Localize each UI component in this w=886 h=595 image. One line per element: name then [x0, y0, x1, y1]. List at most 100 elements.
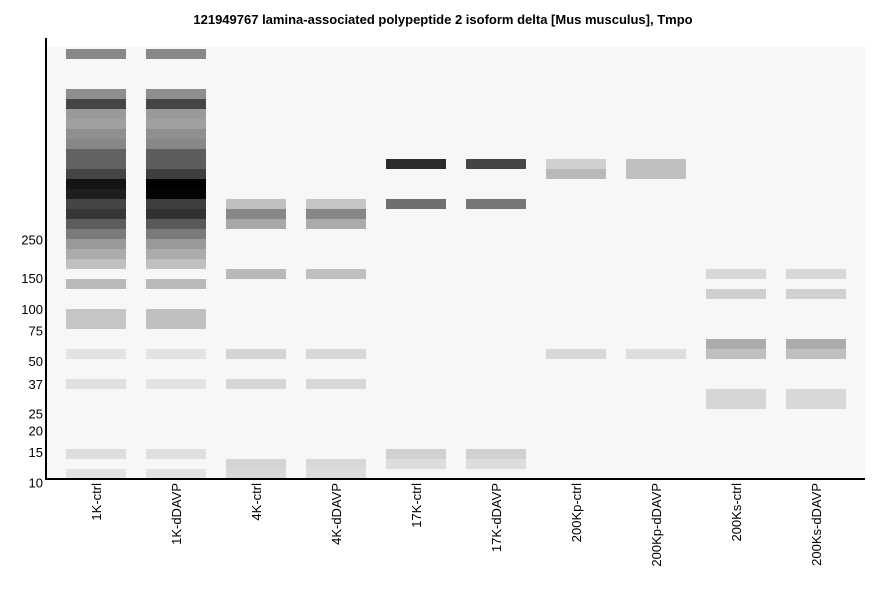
band-1K-ctrl-25 [66, 469, 126, 479]
y-tick-label-150: 150 [21, 271, 43, 286]
band-200Kp-ctrl-2 [546, 349, 606, 359]
band-1K-dDAVP-4 [146, 119, 206, 129]
band-1K-ctrl-6 [66, 139, 126, 149]
band-4K-dDAVP-4 [306, 349, 366, 359]
band-200Ks-ctrl-0 [706, 269, 766, 279]
band-17K-ctrl-2 [386, 449, 446, 459]
lane-label-1K-dDAVP: 1K-dDAVP [169, 483, 184, 545]
band-1K-ctrl-11 [66, 189, 126, 199]
band-1K-ctrl-13 [66, 209, 126, 219]
y-axis-ticks: 250 150 100 75 50 37 25 20 15 10 [21, 233, 43, 491]
band-1K-dDAVP-24 [146, 449, 206, 459]
band-1K-ctrl-7 [66, 149, 126, 159]
lane-label-17K-dDAVP: 17K-dDAVP [489, 483, 504, 552]
band-4K-ctrl-2 [226, 219, 286, 229]
band-4K-dDAVP-5 [306, 379, 366, 389]
band-1K-dDAVP-5 [146, 129, 206, 139]
band-200Kp-dDAVP-2 [626, 349, 686, 359]
band-200Ks-dDAVP-0 [786, 269, 846, 279]
y-tick-label-50: 50 [29, 354, 43, 369]
band-1K-dDAVP-9 [146, 169, 206, 179]
band-1K-ctrl-22 [66, 349, 126, 359]
band-4K-ctrl-4 [226, 349, 286, 359]
band-1K-ctrl-19 [66, 279, 126, 289]
band-200Kp-dDAVP-1 [626, 169, 686, 179]
band-17K-ctrl-3 [386, 459, 446, 469]
band-1K-ctrl-23 [66, 379, 126, 389]
y-tick-label-15: 15 [29, 445, 43, 460]
band-1K-dDAVP-11 [146, 189, 206, 199]
band-200Ks-dDAVP-4 [786, 389, 846, 399]
band-200Ks-ctrl-4 [706, 389, 766, 399]
band-1K-dDAVP-1 [146, 89, 206, 99]
band-1K-dDAVP-18 [146, 259, 206, 269]
band-4K-ctrl-0 [226, 199, 286, 209]
band-200Ks-dDAVP-5 [786, 399, 846, 409]
band-1K-dDAVP-3 [146, 109, 206, 119]
band-1K-dDAVP-8 [146, 159, 206, 169]
lane-label-200Kp-ctrl: 200Kp-ctrl [569, 483, 584, 542]
band-1K-ctrl-3 [66, 109, 126, 119]
band-1K-ctrl-17 [66, 249, 126, 259]
band-1K-dDAVP-15 [146, 229, 206, 239]
band-1K-ctrl-14 [66, 219, 126, 229]
band-4K-dDAVP-1 [306, 209, 366, 219]
band-1K-ctrl-15 [66, 229, 126, 239]
band-1K-dDAVP-22 [146, 349, 206, 359]
band-17K-dDAVP-1 [466, 199, 526, 209]
band-1K-ctrl-16 [66, 239, 126, 249]
band-1K-dDAVP-7 [146, 149, 206, 159]
band-1K-ctrl-9 [66, 169, 126, 179]
y-tick-label-20: 20 [29, 423, 43, 438]
band-1K-ctrl-4 [66, 119, 126, 129]
band-4K-ctrl-5 [226, 379, 286, 389]
chart-title: 121949767 lamina-associated polypeptide … [193, 12, 692, 27]
band-200Ks-ctrl-5 [706, 399, 766, 409]
y-tick-label-37: 37 [29, 377, 43, 392]
band-17K-dDAVP-3 [466, 459, 526, 469]
band-1K-dDAVP-17 [146, 249, 206, 259]
band-17K-dDAVP-0 [466, 159, 526, 169]
band-4K-dDAVP-6 [306, 459, 366, 469]
y-tick-label-75: 75 [29, 324, 43, 339]
lane-label-200Ks-ctrl: 200Ks-ctrl [729, 483, 744, 542]
band-4K-dDAVP-3 [306, 269, 366, 279]
band-17K-ctrl-0 [386, 159, 446, 169]
y-tick-label-100: 100 [21, 302, 43, 317]
band-1K-ctrl-21 [66, 319, 126, 329]
band-1K-dDAVP-21 [146, 319, 206, 329]
band-1K-ctrl-20 [66, 309, 126, 319]
band-1K-dDAVP-23 [146, 379, 206, 389]
lane-label-200Ks-dDAVP: 200Ks-dDAVP [809, 483, 824, 566]
band-4K-ctrl-1 [226, 209, 286, 219]
band-1K-dDAVP-20 [146, 309, 206, 319]
band-1K-ctrl-10 [66, 179, 126, 189]
band-1K-ctrl-8 [66, 159, 126, 169]
band-4K-dDAVP-2 [306, 219, 366, 229]
band-1K-ctrl-1 [66, 89, 126, 99]
band-1K-dDAVP-12 [146, 199, 206, 209]
band-1K-ctrl-0 [66, 49, 126, 59]
band-1K-ctrl-5 [66, 129, 126, 139]
band-1K-dDAVP-14 [146, 219, 206, 229]
band-200Kp-dDAVP-0 [626, 159, 686, 169]
lane-label-4K-dDAVP: 4K-dDAVP [329, 483, 344, 545]
y-tick-label-25: 25 [29, 406, 43, 421]
band-200Kp-ctrl-1 [546, 169, 606, 179]
band-17K-dDAVP-2 [466, 449, 526, 459]
band-1K-dDAVP-13 [146, 209, 206, 219]
band-1K-dDAVP-19 [146, 279, 206, 289]
band-4K-dDAVP-7 [306, 469, 366, 479]
band-1K-ctrl-24 [66, 449, 126, 459]
band-200Ks-dDAVP-3 [786, 349, 846, 359]
band-1K-dDAVP-6 [146, 139, 206, 149]
band-17K-ctrl-1 [386, 199, 446, 209]
band-1K-dDAVP-25 [146, 469, 206, 479]
lane-label-17K-ctrl: 17K-ctrl [409, 483, 424, 528]
y-tick-label-250: 250 [21, 233, 43, 248]
band-4K-ctrl-3 [226, 269, 286, 279]
band-200Ks-ctrl-1 [706, 289, 766, 299]
lane-labels: 1K-ctrl 1K-dDAVP 4K-ctrl 4K-dDAVP 17K-ctrl 17… [89, 483, 824, 567]
lane-label-200Kp-dDAVP: 200Kp-dDAVP [649, 483, 664, 567]
